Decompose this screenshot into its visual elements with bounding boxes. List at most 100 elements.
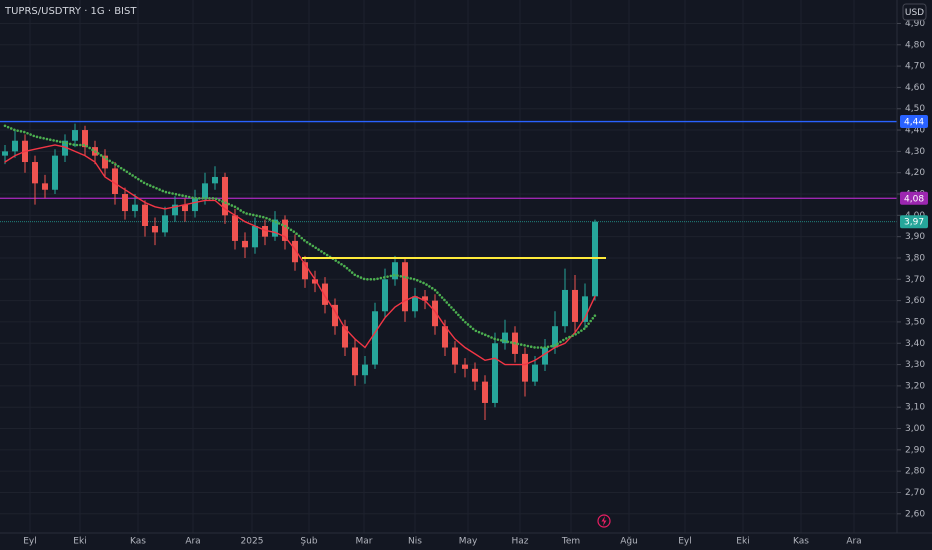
y-tick-label: 4,50	[905, 104, 925, 114]
candle-body	[442, 326, 448, 348]
y-tick-label: 4,80	[905, 40, 925, 50]
candle-body	[1, 151, 8, 156]
y-tick-label: 4,60	[905, 83, 925, 93]
candle-body	[372, 311, 378, 365]
candle-body	[402, 262, 408, 312]
candle-body	[362, 364, 368, 376]
candle-body	[282, 219, 288, 241]
x-tick-label: May	[459, 537, 478, 547]
y-tick-label: 3,70	[905, 275, 925, 285]
candle-body	[472, 368, 478, 382]
price-label-box	[900, 215, 928, 229]
y-tick-label: 3,30	[905, 360, 925, 370]
candle-body	[102, 155, 108, 169]
x-tick-label: Eyl	[678, 537, 692, 547]
candle-body	[452, 347, 458, 365]
candle-body	[432, 300, 438, 327]
candle-body	[192, 198, 198, 212]
candle-body	[292, 240, 298, 263]
candle-body	[462, 364, 468, 369]
x-tick-label: Eki	[73, 537, 86, 547]
price-label: 4,08	[904, 194, 924, 204]
axes: 2,60 2,70 2,80 2,90 3,00 3,10 3,20 3,30 3,40 3,50…	[23, 19, 928, 547]
y-tick-label: 3,90	[905, 232, 925, 242]
y-tick-label: 2,80	[905, 467, 925, 477]
y-tick-label: 3,10	[905, 403, 925, 413]
candle-body	[312, 279, 318, 284]
candle-body	[272, 219, 278, 237]
x-tick-label: Şub	[300, 537, 317, 547]
candle-body	[182, 204, 188, 212]
moving-average-line	[4, 144, 596, 366]
candle-body	[522, 353, 528, 382]
x-tick-label: Ağu	[620, 537, 638, 547]
candle-body	[112, 168, 118, 195]
candle-body	[352, 347, 358, 376]
candle-body	[162, 215, 168, 233]
x-tick-label: Kas	[130, 537, 146, 547]
candle-body	[332, 304, 338, 327]
candle-body	[12, 140, 18, 152]
plot	[0, 120, 897, 421]
price-label-box	[900, 191, 928, 205]
candle-body	[32, 162, 38, 184]
y-tick-label: 3,00	[905, 424, 925, 434]
candle-body	[562, 289, 568, 327]
candle-body	[542, 347, 548, 365]
candle-body	[42, 183, 48, 190]
y-tick-label: 3,50	[905, 317, 925, 327]
candle-body	[412, 296, 418, 312]
price-label-box	[900, 115, 928, 129]
candle-body	[532, 364, 538, 382]
x-tick-label: Mar	[356, 537, 373, 547]
candle-body	[222, 176, 228, 216]
price-label: 4,44	[904, 118, 924, 128]
candle-body	[52, 155, 58, 190]
y-tick-label: 4,90	[905, 19, 925, 29]
candle-body	[592, 221, 598, 297]
candle-body	[172, 204, 178, 216]
y-tick-label: 3,80	[905, 253, 925, 263]
candle-body	[132, 204, 138, 212]
currency-button[interactable]	[902, 3, 927, 21]
candle-body	[392, 262, 398, 280]
replay-icon[interactable]	[597, 514, 611, 528]
candle-body	[122, 194, 128, 212]
x-tick-label: Eki	[736, 537, 749, 547]
x-tick-label: Eyl	[23, 537, 37, 547]
y-tick-label: 2,60	[905, 509, 925, 519]
candle-body	[142, 204, 148, 226]
x-tick-label: Ara	[846, 537, 861, 547]
candle-body	[262, 225, 268, 237]
y-tick-label: 3,20	[905, 381, 925, 391]
candle-body	[552, 326, 558, 348]
y-tick-label: 4,70	[905, 62, 925, 72]
x-tick-label: Nis	[408, 537, 422, 547]
candle-body	[252, 225, 258, 248]
y-tick-label: 2,70	[905, 488, 925, 498]
candle-body	[152, 225, 158, 233]
x-tick-label: Tem	[561, 537, 580, 547]
x-tick-label: Haz	[511, 537, 528, 547]
candle-body	[482, 381, 488, 403]
y-tick-label: 2,90	[905, 445, 925, 455]
chart-title: TUPRS/USDTRY · 1G · BIST	[4, 6, 137, 17]
currency-label[interactable]: USD	[905, 8, 924, 18]
y-tick-label: 3,60	[905, 296, 925, 306]
candle-body	[82, 130, 88, 148]
candle-body	[62, 140, 68, 156]
candle-body	[322, 283, 328, 305]
y-tick-label: 3,40	[905, 339, 925, 349]
x-tick-label: 2025	[241, 537, 264, 547]
candle-body	[212, 176, 218, 184]
candle-body	[232, 215, 238, 241]
candle-body	[572, 289, 578, 322]
candle-body	[342, 326, 348, 348]
candle-body	[422, 296, 428, 301]
y-tick-label: 4,20	[905, 168, 925, 178]
y-tick-label: 4,40	[905, 126, 925, 136]
x-tick-label: Ara	[185, 537, 200, 547]
